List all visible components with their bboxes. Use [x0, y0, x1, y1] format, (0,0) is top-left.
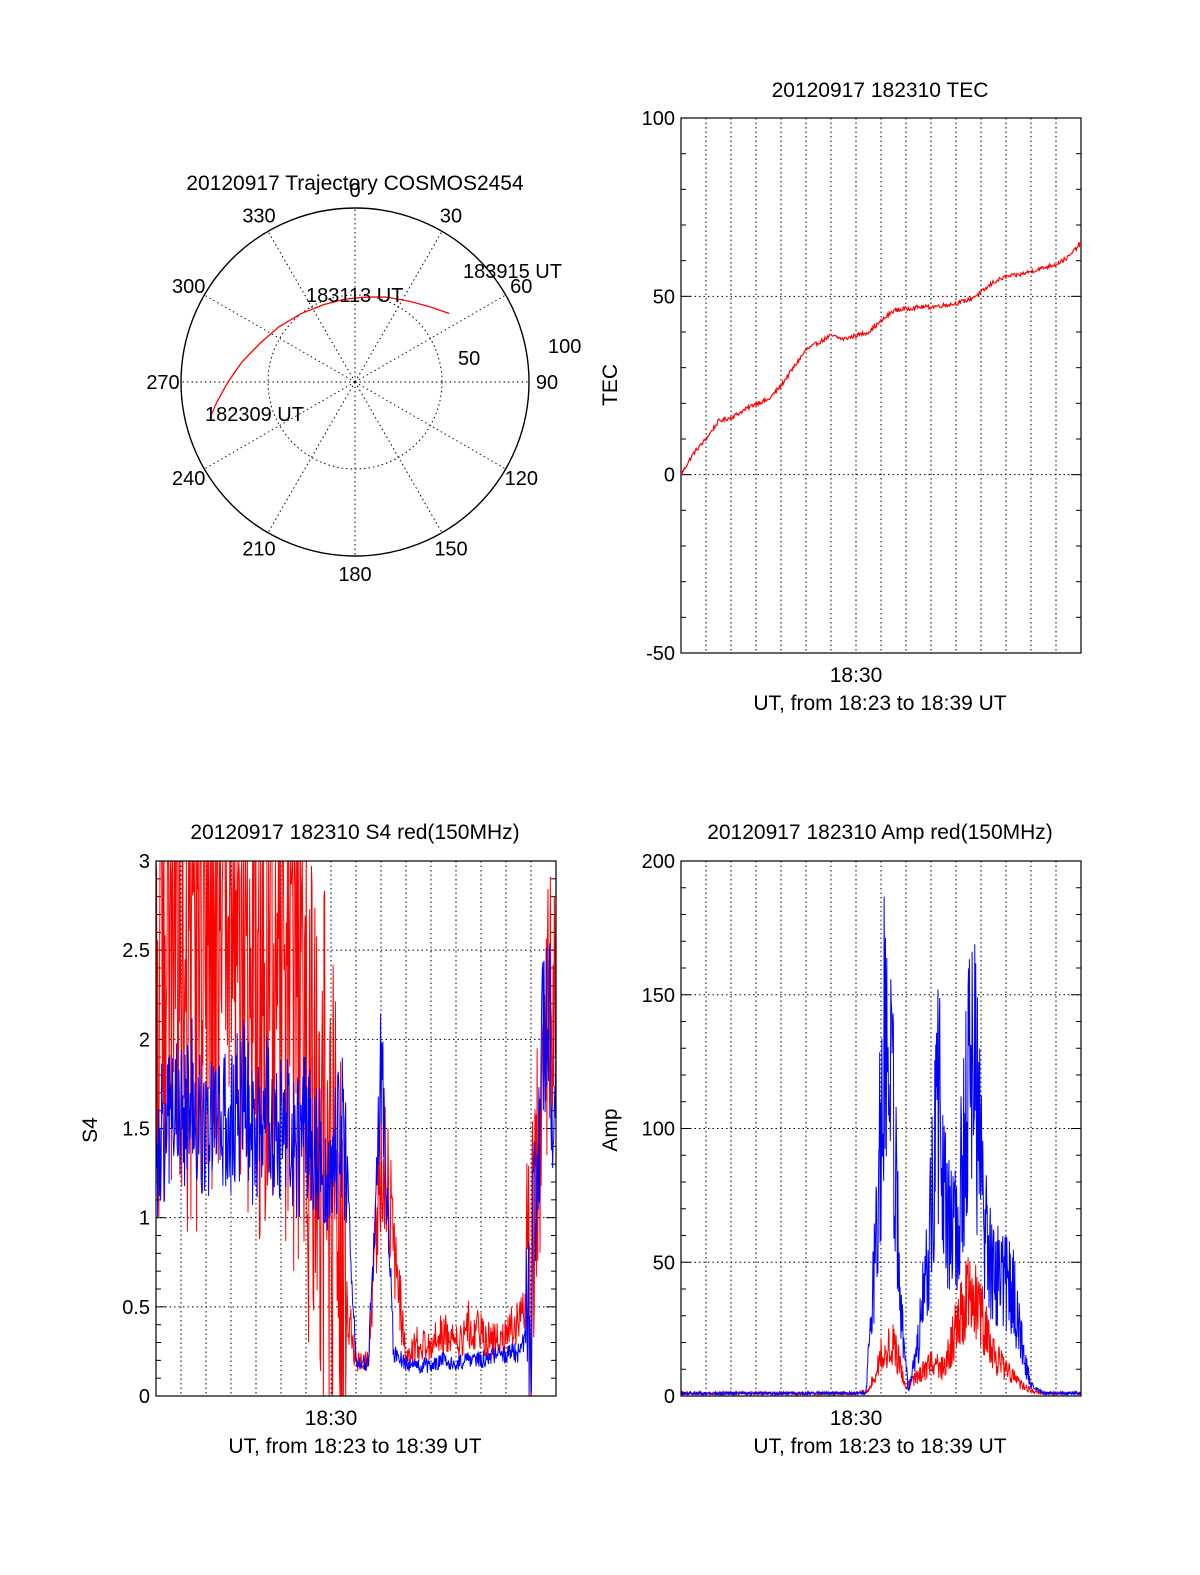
y-tick-label: 0.5 — [122, 1297, 150, 1319]
polar-angle-label-240: 240 — [172, 468, 205, 490]
amp-plot: 20120917 182310 Amp red(150MHz) 200 150 10… — [599, 821, 1082, 1458]
polar-spoke-240 — [204, 381, 356, 470]
amp-series — [680, 896, 1082, 1397]
polar-trajectory-plot: 20120917 Trajectory COSMOS2454 0 30 60 90 12… — [146, 172, 581, 586]
amp-x-axis-label: UT, from 18:23 to 18:39 UT — [753, 1435, 1006, 1458]
series-line-red — [680, 241, 1082, 476]
polar-outer-circle — [180, 207, 530, 557]
polar-spoke-210 — [267, 381, 356, 533]
amp-y-ticks: 200 150 100 50 0 — [642, 851, 675, 1408]
polar-angle-label-60: 60 — [510, 276, 532, 298]
polar-angle-label-210: 210 — [242, 538, 275, 560]
polar-angle-label-150: 150 — [434, 538, 467, 560]
y-tick-label: 100 — [642, 1119, 675, 1141]
s4-y-axis-label: S4 — [79, 1117, 102, 1143]
s4-grid — [156, 860, 556, 1397]
polar-angle-label-30: 30 — [440, 206, 462, 228]
tec-x-tick-label: 18:30 — [830, 664, 883, 687]
s4-title: 20120917 182310 S4 red(150MHz) — [190, 821, 519, 844]
y-tick-label: 200 — [642, 851, 675, 873]
y-tick-label: 0 — [139, 1386, 150, 1408]
annotation-mid-time: 183113 UT — [306, 285, 403, 307]
tec-grid — [681, 117, 1081, 654]
y-tick-label: 3 — [139, 851, 150, 873]
polar-spoke-120 — [354, 381, 506, 470]
polar-angle-labels: 0 30 60 90 120 150 180 210 240 270 300 330 — [146, 180, 558, 586]
y-tick-label: 100 — [642, 108, 675, 130]
y-tick-label: 1 — [139, 1208, 150, 1230]
polar-angle-label-180: 180 — [338, 564, 371, 586]
s4-plot: 20120917 182310 S4 red(150MHz) 3 2.5 2 1.5 1… — [79, 821, 557, 1458]
polar-spoke-30 — [354, 231, 443, 383]
polar-angle-label-90: 90 — [536, 372, 558, 394]
polar-title: 20120917 Trajectory COSMOS2454 — [186, 172, 524, 195]
tec-series — [680, 241, 1082, 476]
amp-title: 20120917 182310 Amp red(150MHz) — [707, 821, 1053, 844]
y-tick-label: 50 — [653, 286, 675, 308]
polar-spoke-60 — [354, 294, 506, 383]
annotation-end-time: 183915 UT — [463, 261, 562, 283]
y-tick-label: 0 — [664, 1386, 675, 1408]
polar-spokes — [181, 208, 529, 556]
y-tick-label: 2.5 — [122, 940, 150, 962]
series-line-blue — [680, 896, 1082, 1397]
polar-radial-label-50: 50 — [458, 348, 480, 370]
polar-spoke-330 — [267, 231, 356, 383]
tec-title: 20120917 182310 TEC — [772, 79, 989, 102]
series-line-blue — [155, 943, 557, 1397]
polar-angle-label-300: 300 — [172, 276, 205, 298]
y-tick-label: -50 — [646, 643, 675, 665]
y-tick-label: 0 — [664, 465, 675, 487]
y-tick-label: 50 — [653, 1252, 675, 1274]
polar-spoke-300 — [204, 294, 356, 383]
amp-x-tick-label: 18:30 — [830, 1407, 883, 1430]
annotation-start-time: 182309 UT — [205, 404, 304, 426]
polar-radial-label-100: 100 — [548, 336, 581, 358]
polar-angle-label-120: 120 — [505, 468, 538, 490]
s4-plot-frame — [155, 860, 557, 1397]
y-tick-label: 150 — [642, 985, 675, 1007]
s4-y-ticks: 3 2.5 2 1.5 1 0.5 0 — [122, 851, 150, 1408]
polar-angle-label-0: 0 — [349, 180, 360, 202]
polar-spoke-150 — [354, 381, 443, 533]
trajectory-line — [209, 296, 450, 419]
amp-plot-frame — [680, 860, 1082, 1397]
amp-y-axis-label: Amp — [599, 1108, 622, 1151]
y-tick-label: 2 — [139, 1029, 150, 1051]
tec-x-axis-label: UT, from 18:23 to 18:39 UT — [753, 692, 1006, 715]
y-tick-label: 1.5 — [122, 1119, 150, 1141]
tec-y-axis-label: TEC — [599, 364, 622, 406]
polar-angle-label-330: 330 — [242, 206, 275, 228]
polar-angle-label-270: 270 — [146, 372, 179, 394]
s4-series — [155, 860, 557, 1397]
tec-plot-frame — [680, 117, 1082, 654]
s4-x-tick-label: 18:30 — [305, 1407, 358, 1430]
s4-x-axis-label: UT, from 18:23 to 18:39 UT — [228, 1435, 481, 1458]
tec-y-ticks: 100 50 0 -50 — [642, 108, 675, 665]
